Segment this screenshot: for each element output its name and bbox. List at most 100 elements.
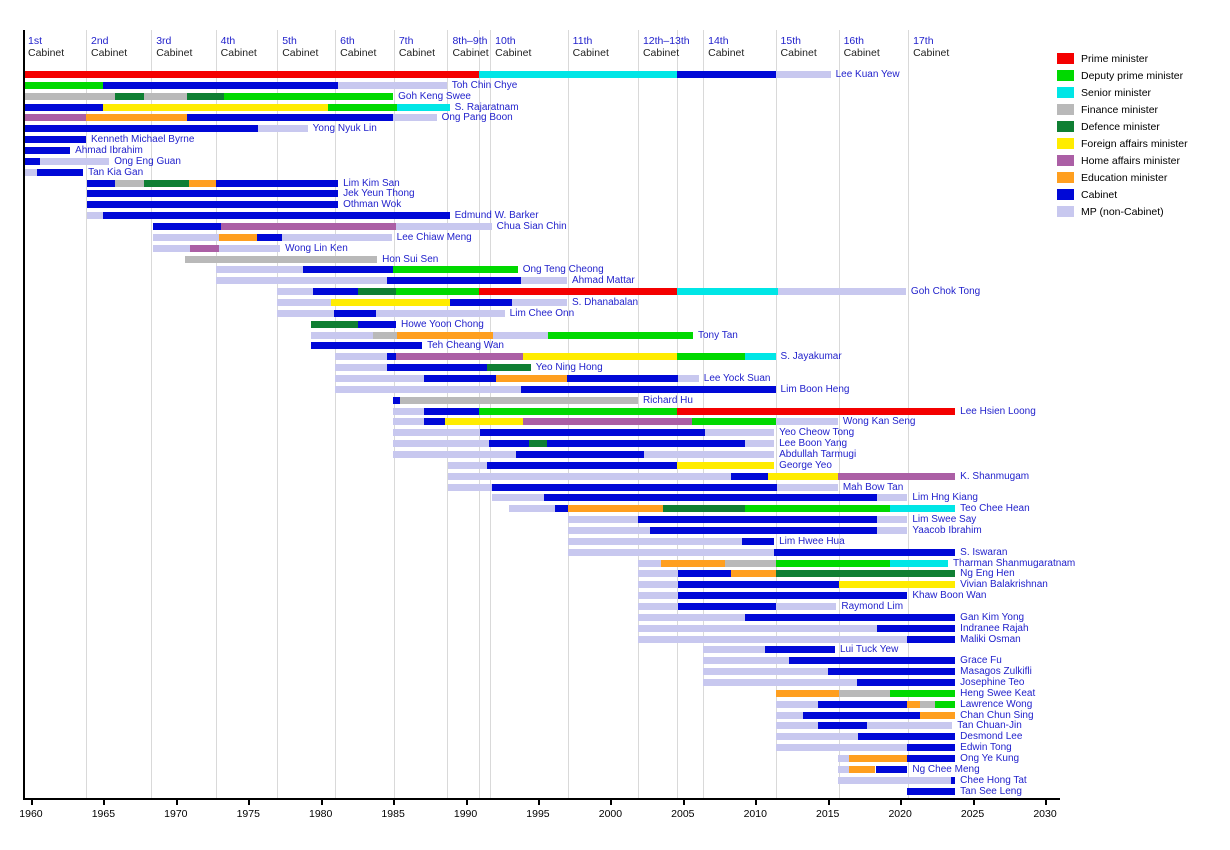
tenure-segment-edu [849,754,908,762]
legend-label: Deputy prime minister [1081,70,1184,82]
tenure-segment-mp [23,168,37,176]
tenure-segment-pm [478,288,678,296]
tenure-segment-mp [393,114,437,122]
tenure-segment-cab [303,266,394,274]
tenure-segment-mp [39,157,110,165]
tenure-segment-cab [313,288,359,296]
person-label: Ahmad Mattar [571,275,635,287]
tenure-segment-mp [568,526,650,534]
tenure-segment-mp [152,233,220,241]
person-label: Masagos Zulkifli [960,666,1032,678]
tenure-segment-edu [495,374,567,382]
legend-label: Prime minister [1081,53,1149,65]
person-label: S. Rajaratnam [454,101,519,113]
person-label: Ong Pang Boon [441,112,513,124]
tenure-segment-mp [876,526,908,534]
tenure-segment-cab [566,374,679,382]
tenure-segment-cab [387,353,396,361]
person-label: Lee Chiaw Meng [396,231,472,243]
tenure-segment-mp [775,71,831,78]
person-label: Wong Kan Seng [842,416,916,428]
cabinet-header-ordinal: 7th [398,35,414,47]
tenure-segment-mp [637,613,746,621]
tenure-segment-cab [774,548,956,556]
tenure-segment-def [487,364,531,372]
tenure-segment-cab [103,212,450,220]
person-label: Tan See Leng [960,785,1022,797]
tenure-segment-mp [703,668,828,676]
tenure-segment-mp [335,364,388,372]
tenure-segment-cab [423,418,446,426]
cabinet-header-ordinal: 17th [913,35,934,47]
person-label: Edmund W. Barker [454,210,539,222]
tenure-segment-dpm [396,288,479,296]
tenure-segment-mp [277,288,314,296]
cabinet-header-word: Cabinet [340,47,377,59]
tenure-segment-cab [310,342,423,350]
tenure-segment-cab [36,168,84,176]
tenure-segment-dpm [934,700,956,708]
tenure-segment-mp [393,450,517,458]
tenure-segment-fin [114,179,144,187]
tenure-segment-cab [950,776,956,784]
tenure-segment-edu [397,331,494,339]
tenure-segment-mp [86,212,104,220]
tenure-segment-sm [745,353,776,361]
person-label: Hon Sui Sen [382,253,439,265]
tenure-segment-cab [678,581,840,589]
x-axis-tick-label: 1970 [164,808,188,820]
cabinet-header-word: Cabinet [843,47,880,59]
tenure-segment-def [529,440,547,448]
x-axis-tick-label: 1980 [309,808,333,820]
person-label: Lui Tuck Yew [839,644,899,656]
tenure-segment-cab [23,103,104,111]
legend-label: MP (non-Cabinet) [1081,206,1164,218]
tenure-segment-cab [86,190,339,198]
tenure-segment-cab [827,668,956,676]
person-label: S. Jayakumar [780,351,842,363]
tenure-segment-mp [338,81,447,89]
person-label: Abdullah Tarmugi [779,448,857,460]
tenure-segment-fin [184,255,378,263]
x-axis-tick [972,798,975,805]
x-axis-tick-label: 1965 [91,808,116,820]
tenure-segment-def [310,320,359,328]
x-axis-tick [682,798,685,805]
tenure-segment-cab [637,516,877,524]
tenure-segment-cab [678,592,908,600]
cabinet-gridline [335,30,337,798]
tenure-segment-mp [511,298,567,306]
tenure-segment-mp [775,733,859,741]
tenure-segment-cab [858,733,956,741]
legend-label: Foreign affairs minister [1081,138,1188,150]
person-label: Ahmad Ibrahim [75,144,143,156]
tenure-segment-def [358,288,396,296]
tenure-segment-cab [745,613,956,621]
x-axis-tick-label: 2005 [671,808,695,820]
tenure-segment-cab [488,440,530,448]
tenure-segment-mp [448,472,731,480]
tenure-segment-cab [677,71,776,78]
tenure-segment-edu [568,505,663,513]
tenure-segment-edu [730,570,776,578]
tenure-segment-mp [375,309,505,317]
tenure-segment-pm [23,71,479,78]
y-axis-line [23,30,25,798]
tenure-segment-mp [637,602,679,610]
tenure-segment-dpm [393,266,518,274]
person-label: Chee Hong Tat [960,774,1027,786]
tenure-segment-cab [333,309,376,317]
tenure-segment-ha [220,222,397,230]
tenure-segment-cab [358,320,396,328]
tenure-segment-cab [393,396,401,404]
person-label: Jek Yeun Thong [343,188,415,200]
tenure-segment-mp [775,602,837,610]
legend-label: Senior minister [1081,87,1152,99]
tenure-segment-fa [330,298,450,306]
legend-label: Home affairs minister [1081,155,1181,167]
tenure-segment-mp [393,418,424,426]
legend-swatch-fa [1057,138,1074,149]
x-axis-tick [755,798,758,805]
person-label: Raymond Lim [841,600,904,612]
